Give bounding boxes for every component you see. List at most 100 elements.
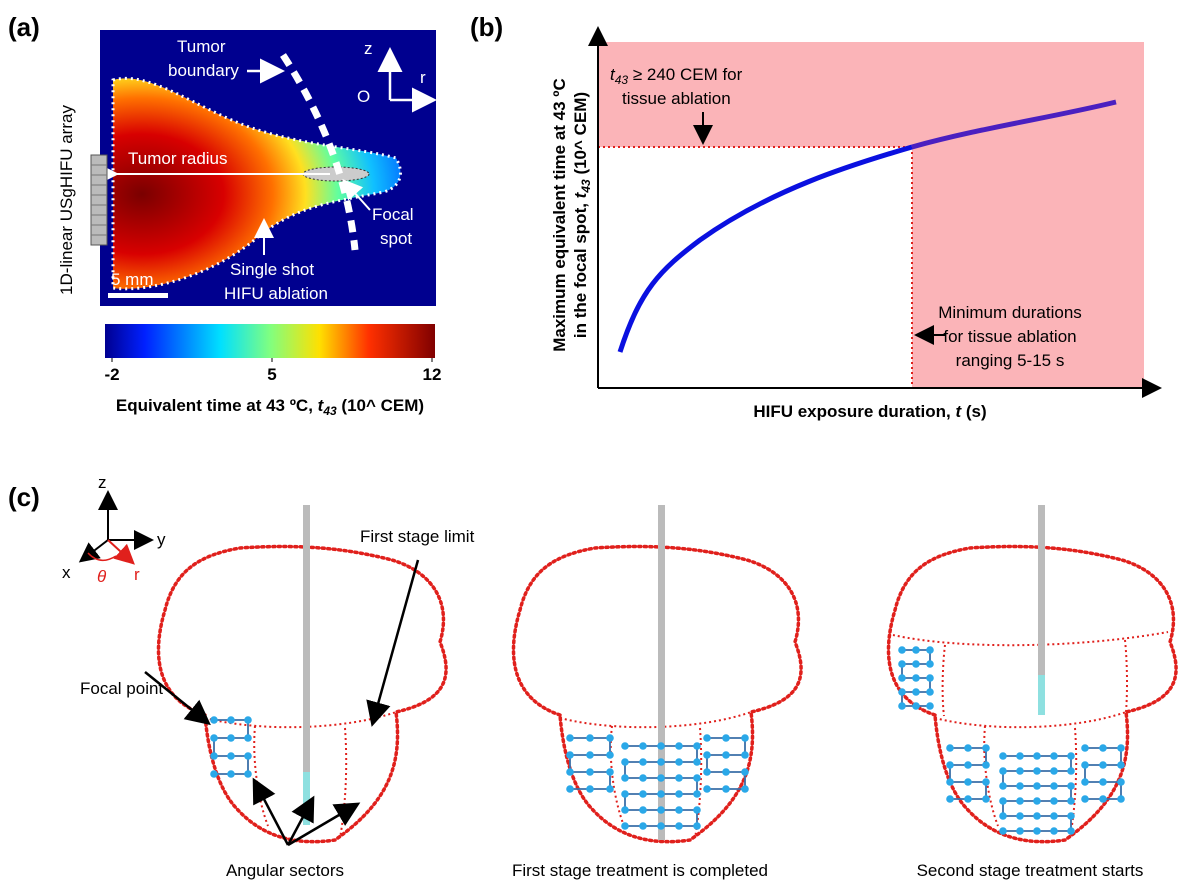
array-label: 1D-linear USgHIFU array xyxy=(57,105,76,295)
focal-point xyxy=(1081,778,1089,786)
focal-point xyxy=(693,806,701,814)
focal-point xyxy=(1099,761,1107,769)
annotation: t43 ≥ 240 CEM for xyxy=(610,65,743,87)
focal-point xyxy=(693,742,701,750)
focal-point xyxy=(693,758,701,766)
focal-point xyxy=(639,822,647,830)
colorbar-tick-label: 12 xyxy=(423,365,442,384)
focal-point xyxy=(741,768,749,776)
y-axis-label: in the focal spot, t43 (10^ CEM) xyxy=(571,92,593,338)
focal-point xyxy=(926,660,934,668)
annotation: HIFU ablation xyxy=(224,284,328,303)
focal-point xyxy=(244,770,252,778)
focal-point xyxy=(639,758,647,766)
treatment-paths xyxy=(210,646,1125,835)
focal-point xyxy=(898,702,906,710)
scan-path xyxy=(1084,747,1122,800)
focal-point xyxy=(675,806,683,814)
focal-point xyxy=(244,752,252,760)
focal-point xyxy=(1050,782,1058,790)
focal-point xyxy=(741,734,749,742)
focal-point xyxy=(1067,812,1075,820)
focal-point xyxy=(912,674,920,682)
text: (s) xyxy=(961,402,987,421)
focal-point xyxy=(946,761,954,769)
focal-point xyxy=(1016,782,1024,790)
text: ≥ 240 CEM for xyxy=(628,65,743,84)
focal-point xyxy=(722,734,730,742)
annotation: Tumor radius xyxy=(128,149,228,168)
focal-point xyxy=(1117,778,1125,786)
annotation: Minimum durations xyxy=(938,303,1082,322)
scan-path xyxy=(213,719,249,775)
focal-point xyxy=(999,827,1007,835)
focal-point xyxy=(675,822,683,830)
sector-line xyxy=(941,644,946,717)
focal-point xyxy=(1067,752,1075,760)
sector-line xyxy=(1124,639,1128,713)
focal-point xyxy=(926,688,934,696)
axis-label: x xyxy=(62,563,71,582)
colorbar-tick-label: 5 xyxy=(267,365,276,384)
text: 43 xyxy=(615,73,629,87)
focal-point xyxy=(586,751,594,759)
focal-point xyxy=(227,770,235,778)
colorbar-tick-label: -2 xyxy=(104,365,119,384)
focal-point xyxy=(657,758,665,766)
focal-point xyxy=(703,785,711,793)
focal-point xyxy=(982,761,990,769)
text: t xyxy=(610,65,616,84)
text: in the focal spot, xyxy=(571,198,590,338)
focal-point xyxy=(621,774,629,782)
colorbar xyxy=(105,324,435,358)
x-axis-label: HIFU exposure duration, t (s) xyxy=(753,402,986,421)
focal-point xyxy=(1117,744,1125,752)
focal-point xyxy=(693,822,701,830)
panel-a: (a) 1D-linear USgHIFU array Tumor bounda… xyxy=(8,12,441,418)
arrow xyxy=(286,795,315,846)
stage-limit xyxy=(204,711,397,729)
focal-point xyxy=(1016,812,1024,820)
focal-point xyxy=(912,646,920,654)
focal-point xyxy=(1033,752,1041,760)
focal-point xyxy=(703,768,711,776)
focal-point xyxy=(912,660,920,668)
colorbar-ticks: -2 5 12 xyxy=(104,358,441,384)
sector-line xyxy=(983,725,999,827)
focal-point xyxy=(210,752,218,760)
focal-point xyxy=(1050,752,1058,760)
focal-point xyxy=(586,768,594,776)
annotation: First stage limit xyxy=(360,527,475,546)
annotation: tissue ablation xyxy=(622,89,731,108)
transducer-array xyxy=(90,154,108,246)
focal-point xyxy=(639,790,647,798)
focal-point xyxy=(982,744,990,752)
colorbar-label: Equivalent time at 43 ºC, t43 (10^ CEM) xyxy=(116,396,424,418)
annotation: boundary xyxy=(168,61,239,80)
focal-point xyxy=(999,812,1007,820)
focal-point xyxy=(621,790,629,798)
annotation: Focal xyxy=(372,205,414,224)
array-elements xyxy=(91,164,107,236)
text: Equivalent time at 43 ºC, xyxy=(116,396,318,415)
sector-line xyxy=(339,727,348,839)
focal-point xyxy=(999,767,1007,775)
panel-label: (b) xyxy=(470,12,503,42)
focal-point xyxy=(898,674,906,682)
focal-point xyxy=(1067,827,1075,835)
tumor-outline xyxy=(156,544,448,844)
focal-point xyxy=(657,806,665,814)
focal-point xyxy=(722,768,730,776)
focal-point xyxy=(566,734,574,742)
needle xyxy=(1038,505,1045,715)
ablation-region xyxy=(912,147,1144,388)
needle xyxy=(658,505,665,840)
y-axis-label: Maximum equivalent time at 43 ºC xyxy=(550,78,569,352)
panel-b: (b) t43 ≥ 240 CEM for tissue ablation Mi… xyxy=(470,12,1162,421)
needle-tip xyxy=(1038,675,1045,715)
scale-bar xyxy=(108,293,168,298)
arrow xyxy=(144,671,211,726)
focal-point xyxy=(244,716,252,724)
focal-point xyxy=(621,758,629,766)
